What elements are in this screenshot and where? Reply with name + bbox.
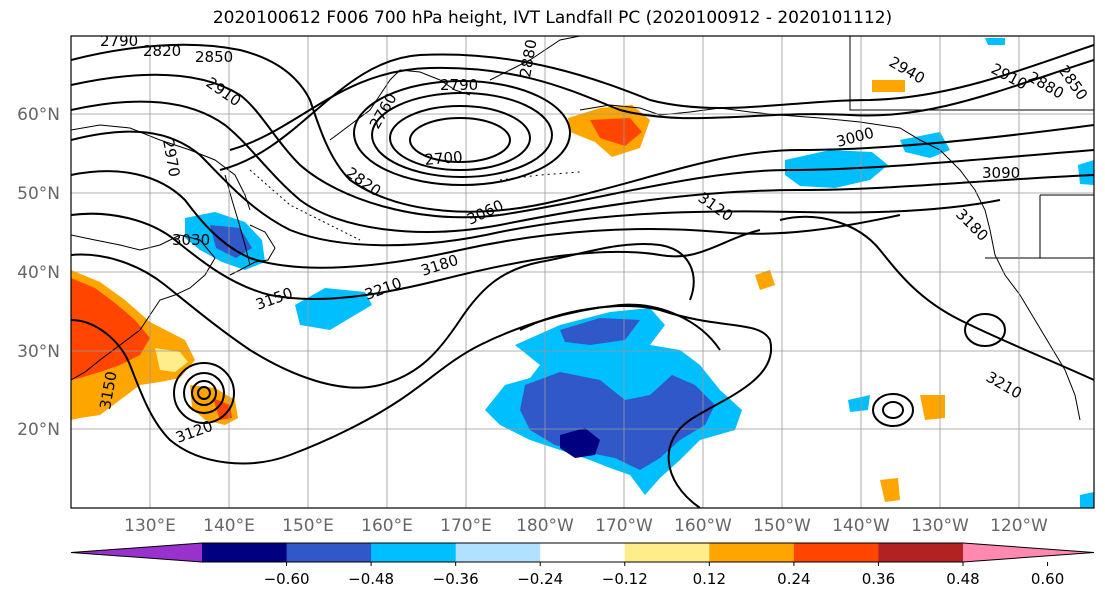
- ivt-strong-positive-region: [71, 278, 150, 380]
- ivt-negative-region: [900, 132, 950, 158]
- lat-tick-label: 20°N: [17, 420, 60, 440]
- contour-label: 2790: [100, 32, 138, 50]
- ivt-positive-region: [920, 395, 945, 420]
- colorbar-outline: [70, 542, 1095, 563]
- colorbar-extend-max: [963, 543, 1094, 562]
- typhoon-contour: [183, 372, 225, 414]
- height-contour: [779, 215, 1094, 381]
- colorbar-segment: [624, 543, 710, 562]
- height-contour: [409, 117, 511, 163]
- height-contour: [71, 43, 1094, 213]
- lon-tick-label: 130°W: [911, 516, 969, 536]
- height-contour: [71, 243, 695, 389]
- height-contour: [219, 44, 1094, 171]
- ivt-negative-region: [848, 395, 870, 412]
- asia-coastline: [71, 234, 216, 381]
- height-contour: [71, 212, 761, 301]
- typhoon-contour: [173, 362, 235, 424]
- colorbar-tick-label: −0.12: [602, 570, 648, 588]
- colorbar-segment: [455, 543, 541, 562]
- japan-coastline: [229, 224, 276, 276]
- lat-tick-label: 30°N: [17, 342, 60, 362]
- map-frame: [70, 35, 1095, 509]
- canada-border: [849, 36, 1094, 111]
- contour-label: 3090: [982, 164, 1020, 182]
- height-contour: [229, 59, 1094, 151]
- lon-tick-label: 140°W: [832, 516, 890, 536]
- typhoon-contour: [191, 380, 217, 406]
- contour-label: 2790: [440, 76, 478, 94]
- colorbar: −0.60 −0.48 −0.36 −0.24 −0.12 0.12 0.24 0.36 0.4…: [70, 542, 1095, 588]
- ivt-positive-region: [880, 478, 900, 502]
- contour-label: 2820: [143, 42, 181, 60]
- alaska-coastline: [489, 36, 581, 81]
- height-contour: [371, 92, 553, 178]
- colorbar-tick-label: 0.12: [693, 570, 726, 588]
- lon-tick-label: 130°E: [124, 516, 176, 536]
- colorbar-segment: [202, 543, 288, 562]
- colorbar-tick-label: 0.48: [946, 570, 979, 588]
- contour-label: 2850: [195, 48, 233, 66]
- height-contour: [353, 80, 571, 186]
- ivt-strong-positive-region: [590, 118, 642, 146]
- height-contours: [71, 43, 1094, 508]
- height-contour: [71, 100, 1094, 233]
- colorbar-segment: [878, 543, 964, 562]
- lon-tick-label: 150°W: [753, 516, 811, 536]
- lat-tick-label: 40°N: [17, 263, 60, 283]
- lon-tick-label: 120°W: [990, 516, 1048, 536]
- colorbar-segment: [286, 543, 372, 562]
- colorbar-segment: [540, 543, 626, 562]
- kuril-islands: [249, 169, 361, 241]
- sakhalin-coastline: [224, 174, 251, 266]
- lon-tick-label: 170°W: [595, 516, 653, 536]
- colorbar-segment: [709, 543, 795, 562]
- lon-tick-label: 170°E: [440, 516, 492, 536]
- colorbar-tick-label: 0.24: [777, 570, 810, 588]
- height-contour: [71, 73, 1094, 219]
- gridlines: [71, 36, 1094, 508]
- typhoon-contour: [197, 386, 211, 400]
- height-contour: [882, 401, 904, 419]
- ivt-negative-region: [1078, 160, 1094, 185]
- lat-tick-label: 50°N: [17, 184, 60, 204]
- colorbar-tick-label: 0.60: [1031, 570, 1064, 588]
- height-contour: [872, 393, 914, 427]
- colorbar-segment: [371, 543, 457, 562]
- colorbar-segment: [793, 543, 879, 562]
- state-border: [1039, 194, 1094, 258]
- lon-tick-label: 140°E: [203, 516, 255, 536]
- colorbar-tick-label: 0.36: [862, 570, 895, 588]
- ivt-strong-positive-region: [213, 398, 232, 420]
- height-contour: [964, 313, 1006, 347]
- figure-title: 2020100612 F006 700 hPa height, IVT Land…: [212, 8, 893, 28]
- ivt-very-strong-negative-region: [560, 428, 600, 458]
- lat-tick-label: 60°N: [17, 105, 60, 125]
- colorbar-tick-label: −0.36: [433, 570, 479, 588]
- ivt-negative-region: [1080, 492, 1094, 508]
- ivt-strong-negative-region: [560, 318, 640, 345]
- height-contour: [389, 105, 531, 171]
- asia-coastline: [71, 124, 251, 211]
- colorbar-tick-label: −0.24: [517, 570, 563, 588]
- lon-tick-label: 150°E: [282, 516, 334, 536]
- ivt-negative-region: [985, 38, 1005, 45]
- map-panel: 2790 2820 2850 2910 2970 3030 3150 3150 …: [70, 32, 1095, 509]
- height-contour: [71, 130, 1001, 247]
- lon-tick-label: 160°W: [674, 516, 732, 536]
- contour-label: 3030: [172, 231, 210, 249]
- height-contour: [519, 305, 773, 508]
- colorbar-tick-label: −0.60: [264, 570, 310, 588]
- lon-tick-label: 160°E: [361, 516, 413, 536]
- ivt-positive-region: [155, 348, 188, 372]
- colorbar-tick-label: −0.48: [348, 570, 394, 588]
- longitude-axis: 130°E 140°E 150°E 160°E 170°E 180°W 170°…: [124, 516, 1048, 536]
- latitude-axis: 60°N 50°N 40°N 30°N 20°N: [17, 105, 60, 440]
- ivt-positive-region: [755, 270, 775, 290]
- lon-tick-label: 180°W: [516, 516, 574, 536]
- ivt-positive-region: [872, 80, 905, 92]
- colorbar-extend-min: [71, 543, 202, 562]
- contour-label: 2700: [424, 148, 464, 169]
